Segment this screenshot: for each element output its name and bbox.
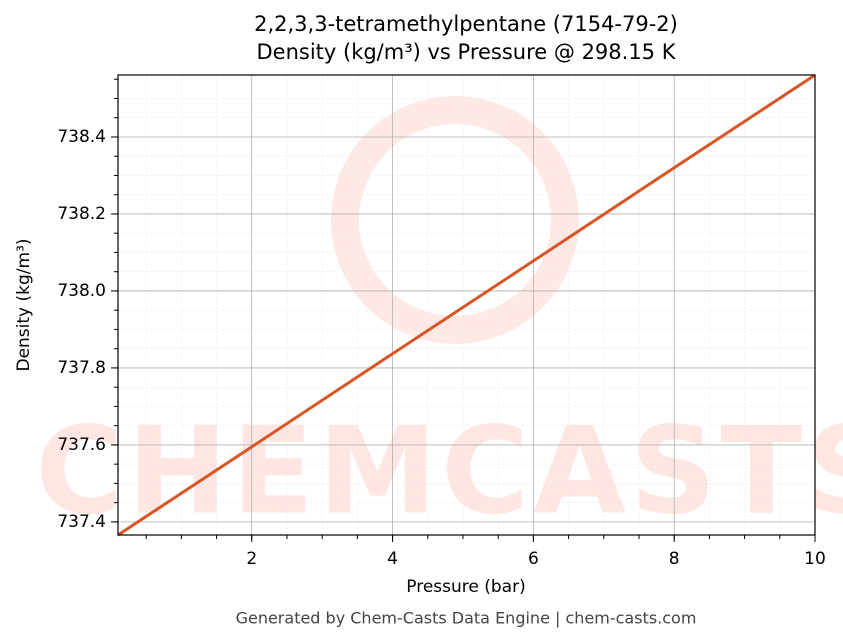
y-tick-label: 738.0 [57, 281, 106, 301]
watermark: CHEMCASTS [35, 403, 843, 542]
x-tick-label: 8 [669, 549, 680, 569]
y-axis-label: Density (kg/m³) [14, 238, 34, 371]
y-tick-label: 737.6 [57, 435, 106, 455]
footer: Generated by Chem-Casts Data Engine | ch… [236, 609, 697, 628]
watermark-logo [331, 96, 579, 344]
x-tick-label: 2 [246, 549, 257, 569]
chart-subtitle: Density (kg/m³) vs Pressure @ 298.15 K [256, 40, 676, 64]
y-tick-label: 737.8 [57, 358, 106, 378]
x-axis-label: Pressure (bar) [406, 577, 525, 597]
chart-title: 2,2,3,3-tetramethylpentane (7154-79-2) [254, 12, 678, 36]
x-tick-label: 6 [528, 549, 539, 569]
x-tick-label: 10 [804, 549, 826, 569]
y-tick-label: 738.2 [57, 204, 106, 224]
data-line [117, 73, 816, 537]
x-tick-label: 4 [387, 549, 398, 569]
y-tick-label: 738.4 [57, 127, 106, 147]
plot-frame [117, 74, 816, 536]
y-tick-label: 737.4 [57, 512, 106, 532]
